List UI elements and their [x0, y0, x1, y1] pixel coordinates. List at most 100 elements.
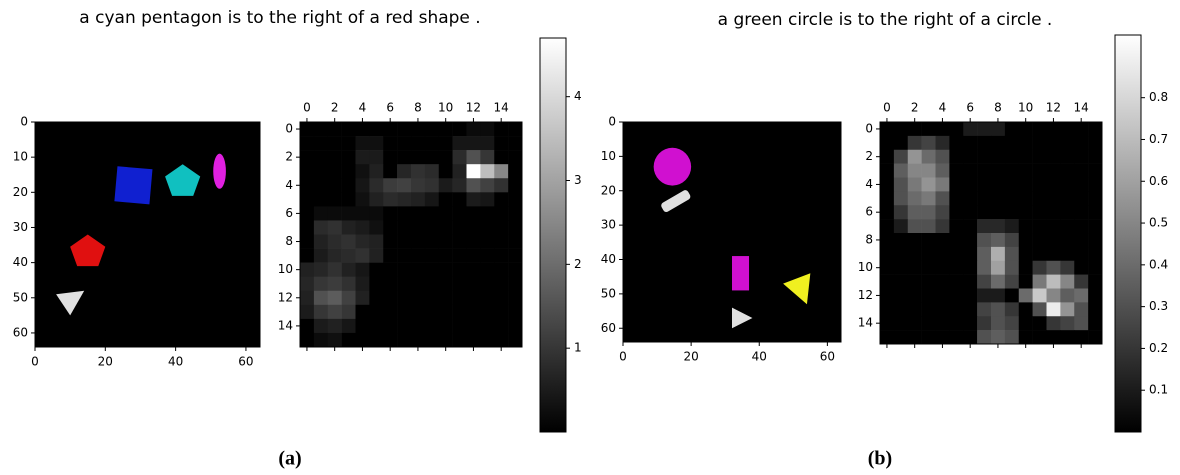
- panel-label: (a): [278, 448, 301, 470]
- heat-cell: [936, 178, 950, 192]
- heat-cell: [936, 191, 950, 205]
- x-tick-label: 60: [238, 355, 253, 369]
- heat-cell: [425, 220, 439, 234]
- heat-cell: [1033, 261, 1047, 275]
- heat-cell: [1019, 275, 1033, 289]
- heat-cell: [949, 261, 963, 275]
- heat-cell: [880, 302, 894, 316]
- heat-cell: [894, 219, 908, 233]
- heat-cell: [300, 249, 314, 263]
- heat-cell: [467, 136, 481, 150]
- heat-cell: [1047, 178, 1061, 192]
- y-tick-label: 6: [865, 205, 873, 219]
- heat-cell: [467, 249, 481, 263]
- heat-cell: [439, 263, 453, 277]
- heat-cell: [991, 330, 1005, 344]
- heat-cell: [880, 233, 894, 247]
- heat-cell: [356, 263, 370, 277]
- heat-cell: [908, 289, 922, 303]
- heat-cell: [314, 220, 328, 234]
- heat-cell: [453, 319, 467, 333]
- heat-cell: [1005, 316, 1019, 330]
- heat-cell: [922, 233, 936, 247]
- heat-cell: [508, 263, 522, 277]
- heat-cell: [300, 277, 314, 291]
- heat-cell: [1074, 205, 1088, 219]
- heat-cell: [425, 150, 439, 164]
- heat-cell: [467, 206, 481, 220]
- heat-cell: [508, 333, 522, 347]
- y-tick-label: 4: [285, 178, 293, 192]
- caption: a green circle is to the right of a circ…: [718, 10, 1053, 30]
- x-tick-label: 14: [1074, 101, 1089, 115]
- x-tick-label: 8: [414, 101, 422, 115]
- heat-cell: [328, 178, 342, 192]
- heat-cell: [991, 275, 1005, 289]
- caption: a cyan pentagon is to the right of a red…: [79, 8, 480, 28]
- heat-cell: [1047, 219, 1061, 233]
- heat-cell: [480, 291, 494, 305]
- heat-cell: [300, 291, 314, 305]
- heat-cell: [300, 333, 314, 347]
- heat-cell: [963, 302, 977, 316]
- heat-cell: [1005, 302, 1019, 316]
- heat-cell: [480, 333, 494, 347]
- heat-cell: [439, 192, 453, 206]
- heat-cell: [356, 291, 370, 305]
- heat-cell: [356, 249, 370, 263]
- heat-cell: [467, 192, 481, 206]
- heat-cell: [467, 319, 481, 333]
- heat-cell: [1019, 150, 1033, 164]
- heat-cell: [963, 316, 977, 330]
- x-tick-label: 2: [331, 101, 339, 115]
- heat-cell: [1088, 330, 1102, 344]
- heat-cell: [494, 192, 508, 206]
- heat-cell: [880, 191, 894, 205]
- heat-cell: [1074, 191, 1088, 205]
- heat-cell: [1060, 205, 1074, 219]
- heat-cell: [1060, 316, 1074, 330]
- heat-cell: [328, 206, 342, 220]
- heat-cell: [300, 206, 314, 220]
- heat-cell: [328, 263, 342, 277]
- heat-cell: [328, 277, 342, 291]
- heat-cell: [1074, 233, 1088, 247]
- heat-cell: [908, 247, 922, 261]
- heat-cell: [397, 136, 411, 150]
- heat-cell: [453, 178, 467, 192]
- heat-cell: [1060, 330, 1074, 344]
- heat-cell: [453, 333, 467, 347]
- heat-cell: [894, 261, 908, 275]
- heat-cell: [1033, 136, 1047, 150]
- heat-cell: [963, 136, 977, 150]
- heat-cell: [1060, 122, 1074, 136]
- heat-cell: [1047, 164, 1061, 178]
- heat-cell: [1060, 164, 1074, 178]
- heat-cell: [1060, 275, 1074, 289]
- heat-cell: [936, 164, 950, 178]
- heat-cell: [1019, 122, 1033, 136]
- heat-cell: [908, 219, 922, 233]
- heat-cell: [508, 319, 522, 333]
- heat-cell: [494, 150, 508, 164]
- heat-cell: [425, 136, 439, 150]
- heat-cell: [300, 235, 314, 249]
- heat-cell: [1033, 247, 1047, 261]
- heat-cell: [1033, 233, 1047, 247]
- heat-cell: [894, 316, 908, 330]
- heat-cell: [494, 136, 508, 150]
- heat-cell: [963, 122, 977, 136]
- x-tick-label: 0: [883, 101, 891, 115]
- x-tick-label: 20: [683, 350, 698, 364]
- heat-cell: [383, 319, 397, 333]
- heat-cell: [453, 291, 467, 305]
- heat-cell: [300, 319, 314, 333]
- heat-cell: [894, 136, 908, 150]
- heat-cell: [314, 333, 328, 347]
- heat-cell: [356, 235, 370, 249]
- heat-cell: [383, 220, 397, 234]
- heat-cell: [908, 205, 922, 219]
- heat-cell: [922, 247, 936, 261]
- heat-cell: [439, 150, 453, 164]
- heat-cell: [467, 220, 481, 234]
